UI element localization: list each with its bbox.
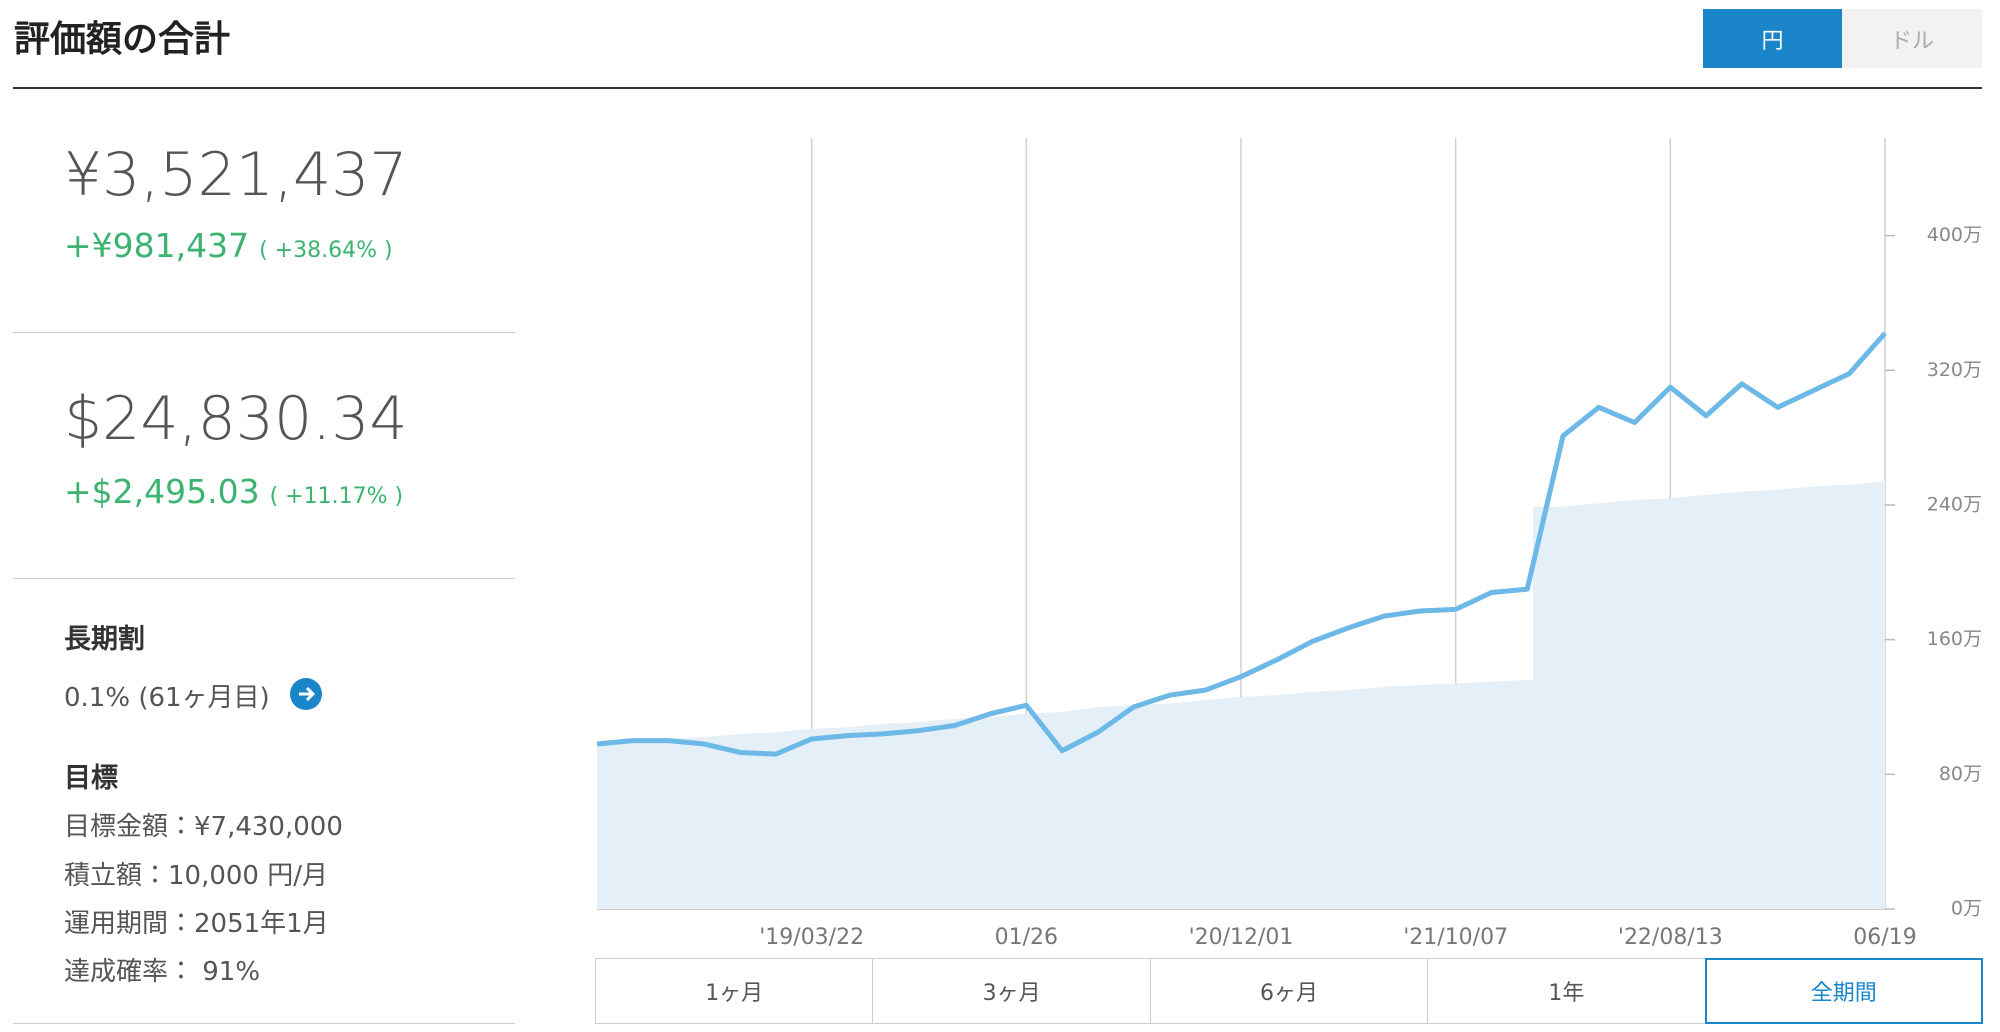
yen-value: ¥3,521,437 [64,140,408,210]
page-title: 評価額の合計 [14,19,231,60]
principal-area [597,481,1885,909]
divider [13,578,515,579]
divider [13,1023,515,1024]
y-tick-label: 240万 [1927,493,1982,515]
y-tick-label: 320万 [1927,359,1982,381]
goal-item: 目標金額：¥7,430,000 [64,812,343,842]
long-term-title: 長期割 [64,624,145,655]
yen-gain-row: +¥981,437 ( +38.64% ) [64,226,393,265]
x-tick-label: '20/12/01 [1189,925,1294,950]
x-tick-label: 01/26 [995,925,1058,950]
x-tick-label: '21/10/07 [1403,925,1508,950]
period-button[interactable]: 1年 [1427,958,1706,1024]
x-tick-label: '19/03/22 [759,925,864,950]
value-line [596,331,1887,757]
dollar-percent: ( +11.17% ) [269,484,404,509]
long-term-text: 0.1% (61ヶ月目) [64,683,270,713]
yen-gain: +¥981,437 [64,226,250,265]
y-tick-label: 80万 [1939,763,1982,785]
y-tick-label: 160万 [1927,628,1982,650]
goal-item: 運用期間：2051年1月 [64,909,329,939]
y-tick-label: 0万 [1951,898,1982,920]
period-button[interactable]: 6ヶ月 [1149,958,1429,1024]
goal-title: 目標 [64,763,118,794]
x-tick-label: 06/19 [1853,925,1916,950]
dollar-value: $24,830.34 [64,384,408,454]
currency-yen[interactable]: 円 [1703,9,1842,68]
goal-item: 積立額：10,000 円/月 [64,861,328,891]
goal-item: 達成確率： 91% [64,957,261,987]
header-rule [13,87,1982,89]
currency-dollar[interactable]: ドル [1842,9,1982,68]
y-tick-label: 400万 [1927,224,1982,246]
period-button[interactable]: 全期間 [1704,958,1983,1024]
dollar-gain: +$2,495.03 [64,472,260,511]
divider [13,332,515,333]
period-button[interactable]: 1ヶ月 [595,958,874,1024]
dollar-gain-row: +$2,495.03 ( +11.17% ) [64,472,403,511]
chart: '19/03/22 01/26 '20/12/01 '21/10/07 '22/08/1… [596,138,1982,950]
arrow-button[interactable] [290,678,322,710]
x-tick-label: '22/08/13 [1618,925,1723,950]
period-button[interactable]: 3ヶ月 [872,958,1151,1024]
yen-percent: ( +38.64% ) [259,238,393,263]
